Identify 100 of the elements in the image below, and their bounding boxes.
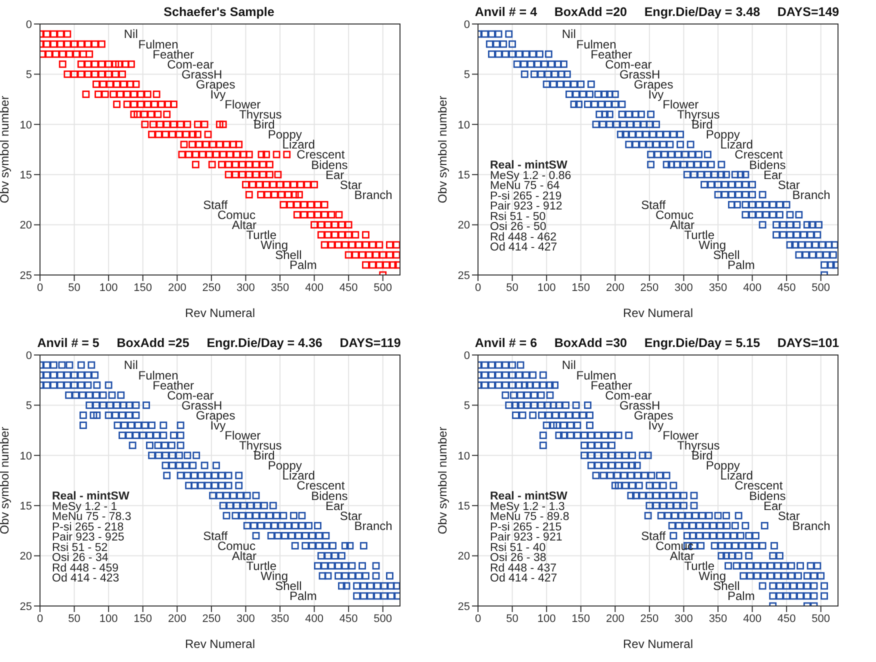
- point: [366, 592, 374, 600]
- point: [740, 572, 748, 580]
- annotation: Rsi 51 - 50: [490, 210, 546, 223]
- point: [760, 572, 768, 580]
- annotation: Star: [340, 508, 362, 523]
- point: [714, 512, 722, 520]
- point: [572, 412, 580, 419]
- y-tick-label: 25: [20, 270, 32, 282]
- point: [510, 391, 518, 399]
- point: [308, 532, 316, 540]
- annotation: Poppy: [268, 128, 302, 142]
- point: [252, 532, 260, 540]
- point: [317, 221, 325, 228]
- point: [154, 442, 162, 450]
- point: [668, 150, 676, 158]
- x-tick-label: 50: [68, 612, 80, 625]
- point: [798, 241, 806, 249]
- point: [553, 422, 561, 429]
- point: [338, 221, 346, 228]
- point: [731, 542, 739, 550]
- point: [314, 201, 322, 208]
- point: [566, 90, 573, 98]
- point: [144, 100, 152, 108]
- point: [592, 120, 600, 128]
- y-tick-label: 20: [458, 220, 470, 232]
- point: [562, 402, 570, 409]
- point: [101, 90, 109, 98]
- point: [724, 562, 732, 570]
- point: [560, 432, 568, 440]
- point: [348, 562, 356, 570]
- point: [338, 552, 346, 560]
- point: [66, 361, 74, 369]
- point: [184, 472, 192, 480]
- point: [270, 522, 278, 530]
- point: [317, 231, 325, 239]
- point: [92, 402, 100, 409]
- point: [56, 40, 64, 48]
- point: [91, 60, 99, 68]
- point: [56, 381, 64, 389]
- point: [622, 452, 630, 460]
- point: [70, 70, 78, 78]
- point: [816, 251, 824, 259]
- annotation: GrassH: [181, 398, 222, 412]
- annotation: Nil: [124, 27, 138, 42]
- point: [291, 190, 299, 198]
- point: [123, 100, 131, 108]
- point: [718, 542, 726, 550]
- point: [614, 462, 622, 470]
- point: [524, 391, 532, 399]
- point: [72, 391, 80, 399]
- point: [235, 472, 243, 480]
- point: [579, 412, 587, 419]
- point: [652, 492, 660, 500]
- point: [386, 241, 394, 249]
- point: [112, 70, 120, 78]
- point: [77, 60, 85, 68]
- point: [539, 381, 547, 389]
- point: [614, 472, 621, 480]
- point: [132, 402, 140, 409]
- point: [322, 532, 330, 540]
- point: [494, 371, 502, 379]
- point: [127, 422, 135, 429]
- annotation: Rd 448 - 437: [490, 562, 556, 574]
- point: [680, 492, 688, 500]
- point: [608, 452, 616, 460]
- point: [182, 130, 190, 138]
- point: [66, 50, 74, 58]
- point: [721, 180, 729, 188]
- annotation: Osi 26 - 50: [490, 221, 546, 234]
- point: [84, 40, 92, 48]
- point: [130, 90, 138, 98]
- annotation: Pair 923 - 921: [490, 532, 562, 544]
- point: [189, 462, 197, 470]
- annotation: Palm: [289, 258, 317, 272]
- point: [736, 170, 744, 178]
- x-axis-title: Rev Numeral: [622, 637, 694, 651]
- point: [684, 512, 692, 520]
- point: [572, 402, 580, 409]
- point: [104, 412, 112, 419]
- point: [698, 512, 706, 520]
- annotation: MeSy 1.2 - 1.3: [490, 500, 565, 513]
- point: [160, 432, 168, 440]
- point: [355, 241, 363, 249]
- point: [502, 381, 510, 389]
- point: [283, 180, 291, 188]
- point: [168, 442, 176, 450]
- point: [328, 241, 336, 249]
- point: [242, 180, 250, 188]
- x-tick-label: 200: [606, 612, 624, 625]
- point: [298, 512, 306, 520]
- point: [245, 190, 253, 198]
- point: [132, 432, 140, 440]
- point: [618, 110, 626, 118]
- x-tick-label: 150: [134, 282, 152, 294]
- point: [508, 40, 516, 48]
- point: [216, 120, 224, 128]
- point: [647, 150, 654, 158]
- point: [182, 462, 190, 470]
- point: [376, 241, 384, 249]
- point: [310, 221, 318, 228]
